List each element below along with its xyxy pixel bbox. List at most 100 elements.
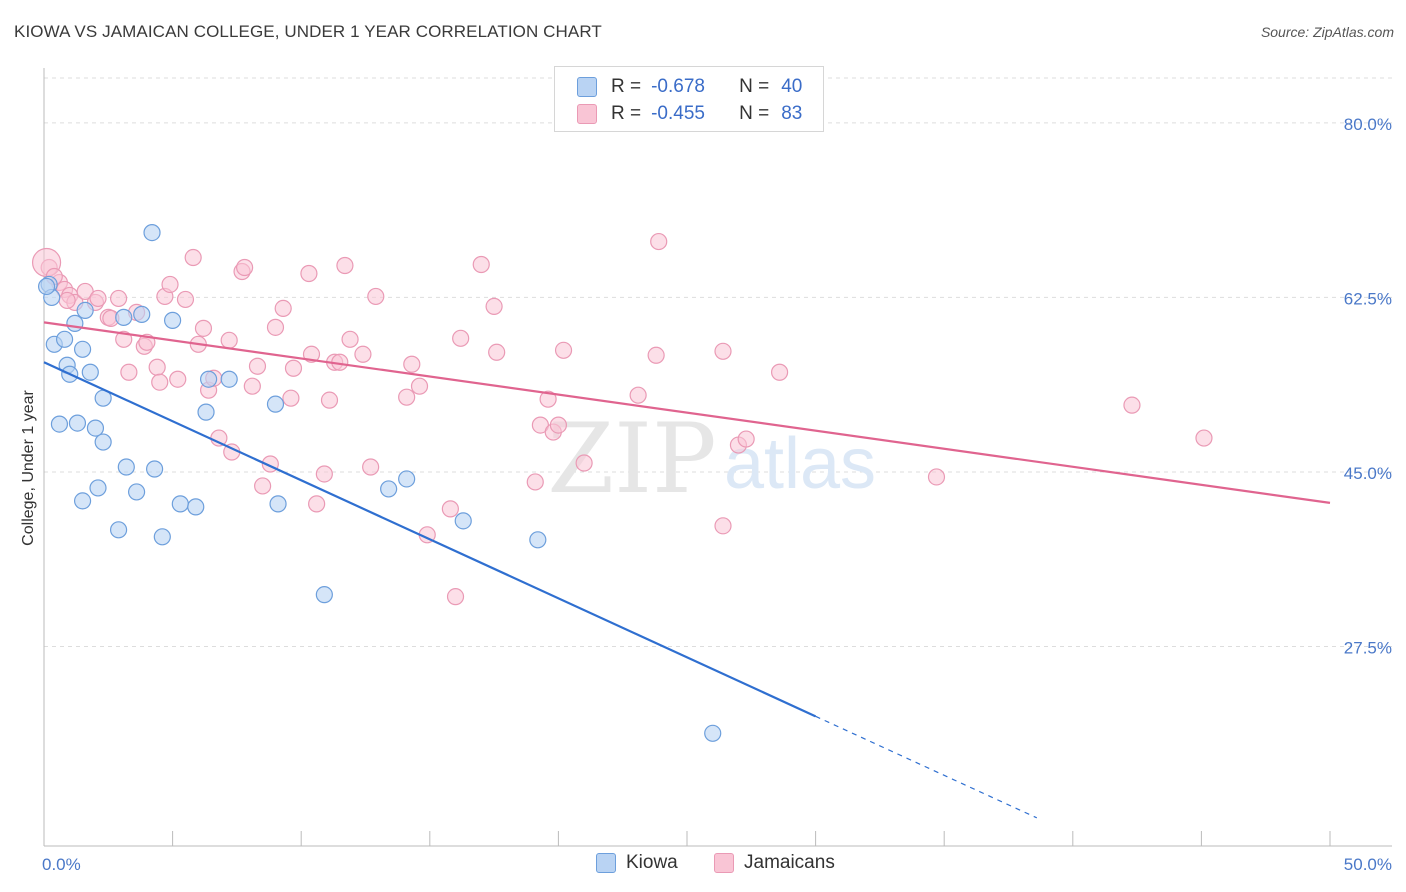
kiowa-n-label: N = (739, 76, 770, 97)
kiowa-point (454, 512, 472, 530)
x-tick-label: 0.0% (42, 855, 81, 874)
legend-jamaicans-label: Jamaicans (744, 852, 835, 873)
jamaicans-point (549, 416, 568, 434)
kiowa-point (380, 480, 398, 498)
chart-title: KIOWA VS JAMAICAN COLLEGE, UNDER 1 YEAR … (14, 22, 602, 41)
jamaicans-r-label: R = (611, 103, 642, 124)
legend-kiowa-label: Kiowa (626, 852, 678, 873)
jamaicans-swatch (577, 104, 597, 124)
jamaicans-point (282, 389, 300, 407)
source-credit: Source: ZipAtlas.com (1260, 24, 1394, 40)
y-tick-label: 80.0% (1344, 115, 1392, 134)
jamaicans-point (367, 287, 385, 306)
kiowa-point (89, 479, 107, 497)
jamaicans-point (452, 329, 470, 347)
jamaicans-point (1123, 396, 1141, 414)
gridlines (44, 77, 1392, 648)
kiowa-point (200, 370, 218, 388)
kiowa-point (187, 498, 205, 516)
kiowa-point (529, 531, 547, 549)
kiowa-point (66, 314, 84, 332)
kiowa-n-value: 40 (781, 76, 803, 97)
y-tick-label: 45.0% (1344, 464, 1392, 483)
kiowa-point (86, 419, 105, 437)
jamaicans-point (220, 331, 238, 349)
jamaicans-point (248, 357, 267, 375)
jamaicans-point (308, 495, 326, 513)
jamaicans-point (236, 258, 254, 277)
legend-row-jamaicans: R = -0.455 N = 83 (577, 102, 802, 126)
stats-legend: R = -0.678 N = 40 R = -0.455 N = 83 (554, 66, 824, 132)
kiowa-point (55, 330, 74, 348)
jamaicans-r-value: -0.455 (651, 103, 705, 124)
jamaicans-point (300, 264, 318, 283)
kiowa-point (37, 277, 56, 296)
jamaicans-point (184, 248, 202, 267)
kiowa-point (197, 403, 215, 421)
y-tick-label: 27.5% (1344, 639, 1392, 658)
jamaicans-point (441, 500, 459, 518)
kiowa-point (94, 433, 112, 451)
jamaicans-point (266, 318, 285, 336)
jamaicans-point (194, 319, 213, 337)
kiowa-r-value: -0.678 (651, 76, 705, 97)
axes (43, 68, 1392, 847)
jamaicans-point (647, 346, 665, 364)
y-tick-label: 62.5% (1344, 289, 1392, 308)
jamaicans-point (770, 363, 789, 381)
kiowa-point (704, 724, 722, 742)
jamaicans-point (650, 232, 668, 251)
jamaicans-point (243, 377, 261, 395)
jamaicans-point (315, 465, 333, 483)
kiowa-point (220, 370, 238, 388)
trend-lines (43, 321, 1331, 819)
jamaicans-point (554, 341, 573, 359)
kiowa-point (81, 363, 99, 381)
jamaicans-point (284, 359, 303, 377)
jamaicans-n-label: N = (739, 103, 770, 124)
kiowa-point (50, 415, 69, 433)
kiowa-point (109, 521, 128, 539)
kiowa-point (68, 414, 87, 432)
jamaicans-point (488, 343, 506, 361)
x-tick-label: 50.0% (1344, 855, 1392, 874)
kiowa-point (76, 301, 94, 319)
jamaicans-point (320, 391, 339, 409)
kiowa-point (266, 395, 285, 413)
jamaicans-point (629, 386, 647, 404)
jamaicans-point (354, 345, 372, 363)
jamaicans-point (176, 290, 195, 309)
jamaicans-point (148, 358, 166, 376)
jamaicans-point (109, 289, 128, 308)
jamaicans-point (120, 363, 138, 381)
kiowa-point (153, 528, 171, 546)
kiowa-points (37, 223, 722, 742)
y-axis-label: College, Under 1 year (20, 390, 37, 546)
jamaicans-point (927, 468, 946, 486)
jamaicans-point (254, 477, 272, 495)
kiowa-point (73, 340, 92, 358)
kiowa-point (133, 305, 151, 323)
kiowa-point (115, 308, 133, 326)
kiowa-point (315, 586, 333, 604)
kiowa-trend-line (43, 361, 817, 718)
legend-item-kiowa: Kiowa (596, 852, 678, 874)
jamaicans-point (446, 588, 465, 606)
jamaicans-point (398, 388, 416, 406)
jamaicans-point (539, 390, 557, 408)
kiowa-point (143, 223, 161, 242)
kiowa-point (127, 483, 146, 501)
kiowa-point (398, 470, 416, 488)
jamaicans-point (58, 291, 76, 310)
jamaicans-trend-line (43, 321, 1331, 504)
y-tick-labels: 27.5% 45.0% 62.5% 80.0% (1344, 115, 1392, 658)
jamaicans-point (410, 377, 429, 395)
jamaicans-point (1195, 429, 1213, 447)
jamaicans-point (115, 330, 133, 348)
jamaicans-point (274, 299, 292, 317)
legend-kiowa-swatch (596, 853, 616, 873)
jamaicans-point (714, 342, 732, 360)
jamaicans-point (161, 275, 179, 294)
watermark-zip: ZIP (547, 403, 716, 515)
